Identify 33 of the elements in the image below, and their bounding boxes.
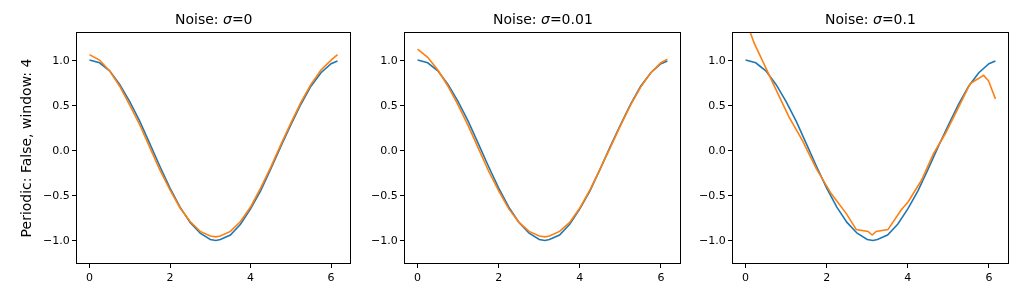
y-tick-label: −1.0 <box>699 234 726 248</box>
y-tick-label: 1.0 <box>708 53 726 67</box>
x-tick-label: 6 <box>657 271 665 285</box>
y-tick-label: 1.0 <box>380 53 398 67</box>
y-tick-label: −1.0 <box>371 234 398 248</box>
y-tick-label: −0.5 <box>371 189 398 203</box>
x-tick-label: 6 <box>327 271 335 285</box>
chart-title: Noise: σ=0.01 <box>493 11 593 27</box>
y-tick-label: 0.5 <box>52 99 70 113</box>
x-tick-label: 2 <box>495 271 503 285</box>
x-tick-label: 2 <box>823 271 831 285</box>
y-tick-label: 0.0 <box>52 144 70 158</box>
y-axis-title: Periodic: False, window: 4 <box>17 58 34 238</box>
x-tick-label: 6 <box>985 271 993 285</box>
y-tick-label: 0.0 <box>380 144 398 158</box>
y-tick-label: 0.5 <box>708 99 726 113</box>
x-tick-label: 4 <box>904 271 912 285</box>
y-tick-label: 0.5 <box>380 99 398 113</box>
x-tick-label: 4 <box>576 271 584 285</box>
x-tick-label: 0 <box>414 271 422 285</box>
x-tick-label: 4 <box>247 271 255 285</box>
y-tick-label: −0.5 <box>43 189 70 203</box>
y-tick-label: 0.0 <box>708 144 726 158</box>
x-tick-label: 0 <box>85 271 93 285</box>
line-series <box>744 59 997 242</box>
y-tick-label: −0.5 <box>699 189 726 203</box>
y-tick-label: 1.0 <box>52 53 70 67</box>
x-tick-label: 0 <box>742 271 750 285</box>
line-series <box>749 33 997 236</box>
chart-title: Noise: σ=0 <box>175 11 253 27</box>
y-tick-label: −1.0 <box>43 234 70 248</box>
x-tick-label: 2 <box>166 271 174 285</box>
chart-title: Noise: σ=0.1 <box>825 11 916 27</box>
